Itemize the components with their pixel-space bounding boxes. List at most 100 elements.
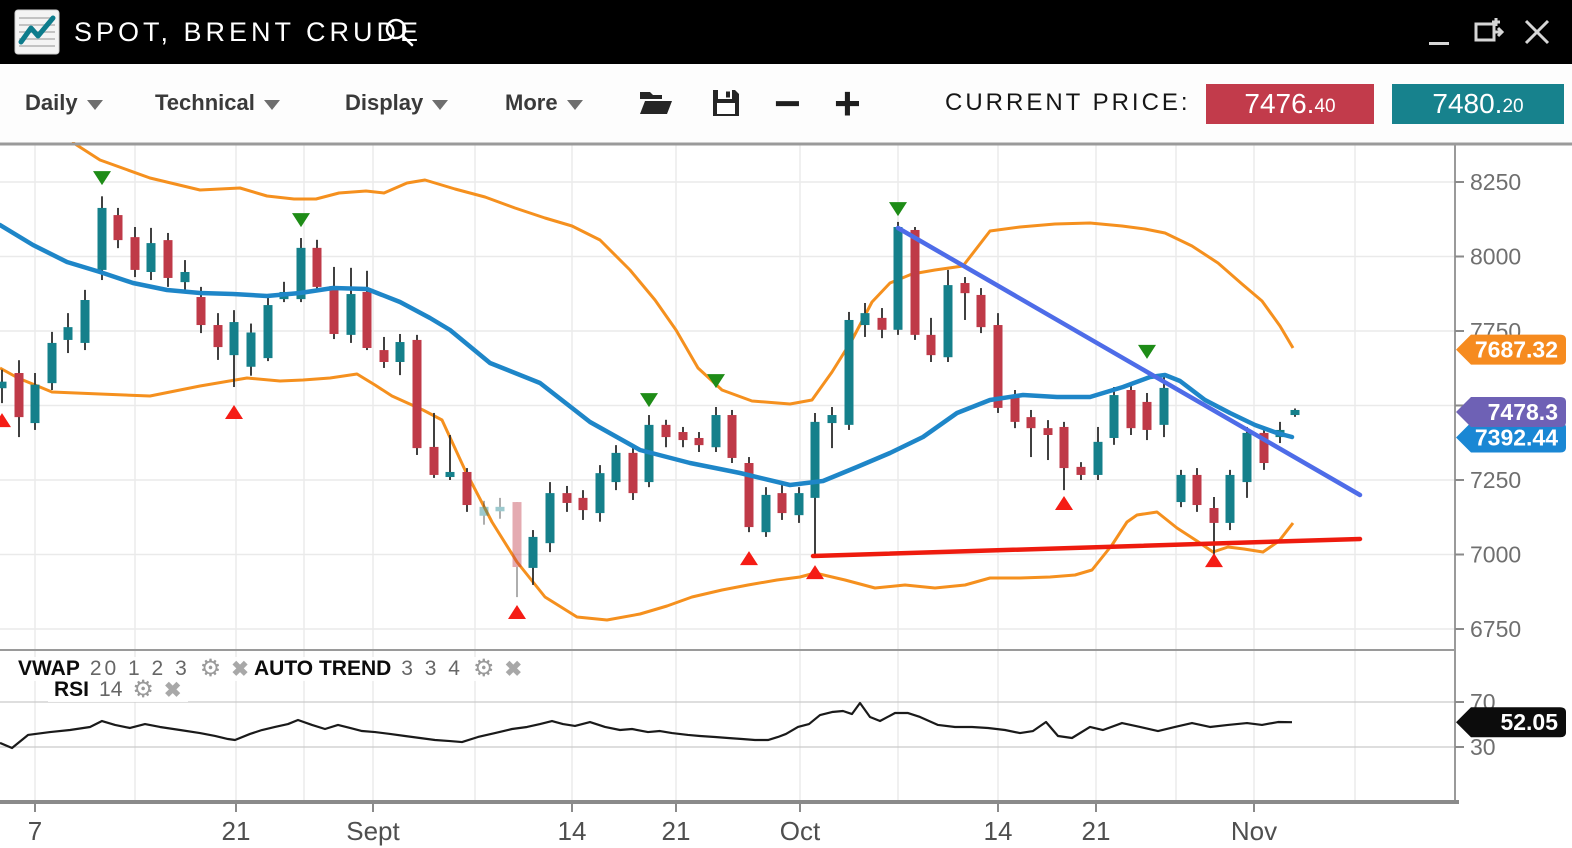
candle-down	[578, 490, 588, 520]
x-axis-label: 14	[558, 816, 587, 846]
candle-down	[1076, 462, 1086, 480]
candle-down	[562, 485, 572, 512]
candle-up	[1109, 387, 1119, 445]
candle-up	[943, 269, 953, 362]
x-axis-label: Sept	[346, 816, 400, 846]
x-axis-label: 7	[28, 816, 42, 846]
buy-price-dec: 20	[1502, 96, 1524, 117]
price-level-badge	[1456, 422, 1566, 453]
candle-up	[346, 267, 356, 343]
search-icon[interactable]	[384, 17, 414, 47]
price-level-badge-value: 7687.32	[1475, 337, 1558, 363]
candle-up	[395, 333, 405, 376]
price-tick-label: 7000	[1470, 542, 1521, 568]
chevron-down-icon	[86, 99, 103, 110]
chevron-down-icon	[432, 99, 449, 110]
x-axis-label: Oct	[780, 816, 821, 846]
x-axis-label: Nov	[1231, 816, 1277, 846]
rsi-params: 14	[99, 678, 123, 701]
minimize-icon[interactable]	[1418, 0, 1460, 64]
auto-trend-name: AUTO TREND	[254, 657, 392, 680]
bollinger-upper-band	[71, 142, 1295, 406]
price-level-badge-value: 7392.44	[1475, 425, 1558, 451]
menu-display-label: Display	[345, 90, 424, 115]
candle-up	[711, 406, 721, 452]
candle-up	[495, 497, 505, 519]
candle-down	[678, 426, 688, 448]
title-bar: SPOT, BRENT CRUDE	[0, 0, 1572, 64]
candle-up	[1159, 376, 1169, 438]
candle-up	[1225, 469, 1235, 531]
candle-up	[47, 331, 57, 391]
candle-down	[329, 266, 339, 340]
gear-icon[interactable]: ⚙	[473, 655, 495, 682]
chevron-down-icon	[566, 99, 583, 110]
vwap-params: 20 1 2 3	[89, 657, 190, 680]
menu-display[interactable]: Display	[345, 64, 449, 142]
sell-signal-triangle	[889, 202, 907, 217]
buy-price-badge[interactable]: 7480. 20	[1392, 84, 1564, 124]
gear-icon[interactable]: ⚙	[199, 655, 222, 682]
candle-down	[429, 412, 439, 478]
candle-down	[213, 313, 223, 360]
candle-down	[1259, 426, 1269, 470]
candle-up	[844, 311, 854, 430]
buy-signal-triangle	[225, 405, 243, 420]
close-indicator-icon[interactable]: ✖	[504, 657, 523, 681]
rsi-line	[0, 701, 1293, 750]
candle-down	[379, 336, 389, 368]
buy-signal-triangle	[1205, 553, 1223, 568]
candle-down	[877, 308, 887, 339]
close-indicator-icon[interactable]: ✖	[163, 678, 182, 702]
candle-down	[163, 232, 173, 287]
candle-down	[14, 360, 24, 438]
app-logo-icon	[14, 9, 60, 55]
candle-up	[246, 323, 256, 376]
rsi-name: RSI	[54, 678, 90, 701]
price-tick-label: 6750	[1470, 616, 1521, 642]
save-icon[interactable]	[710, 64, 742, 142]
candle-up	[180, 260, 190, 290]
popout-icon[interactable]	[1468, 0, 1510, 64]
price-level-badge-value: 7478.3	[1488, 399, 1558, 425]
chevron-down-icon	[263, 99, 280, 110]
buy-signal-triangle	[740, 551, 758, 566]
close-icon[interactable]	[1516, 0, 1558, 64]
zoom-in-icon[interactable]: +	[834, 77, 861, 129]
gear-icon[interactable]: ⚙	[132, 676, 154, 703]
sell-price-dec: 40	[1314, 96, 1336, 117]
sell-signal-triangle	[93, 171, 111, 186]
candle-up	[63, 313, 73, 354]
candle-down	[1043, 420, 1053, 461]
candle-up	[229, 310, 239, 388]
candle-down	[312, 239, 322, 290]
close-indicator-icon[interactable]: ✖	[231, 657, 249, 681]
zoom-out-icon[interactable]: −	[774, 77, 801, 129]
open-folder-icon[interactable]	[638, 64, 674, 142]
price-level-badge	[1456, 334, 1566, 365]
candle-up	[893, 221, 903, 335]
sell-signal-triangle	[707, 374, 725, 389]
menu-technical[interactable]: Technical	[155, 64, 280, 142]
candle-down	[1142, 392, 1152, 441]
buy-signal-triangle	[0, 413, 11, 428]
candle-down	[362, 270, 372, 351]
price-chart-canvas[interactable]: 82508000775075007250700067507030721Sept1…	[0, 142, 1572, 848]
candle-up	[1176, 469, 1186, 508]
sell-signal-triangle	[1138, 344, 1156, 359]
candle-up	[80, 289, 90, 351]
candle-up	[479, 500, 489, 525]
sell-price-badge[interactable]: 7476. 40	[1206, 84, 1374, 124]
candle-down	[661, 419, 671, 448]
sell-signal-triangle	[640, 393, 658, 408]
menu-daily[interactable]: Daily	[25, 64, 103, 142]
sell-price-int: 7476.	[1244, 88, 1315, 119]
menu-more[interactable]: More	[505, 64, 583, 142]
menu-daily-label: Daily	[25, 90, 78, 115]
candle-down	[976, 288, 986, 334]
candle-up	[1242, 426, 1252, 498]
candle-down	[628, 447, 638, 500]
auto-trend-params: 3 3 4	[401, 657, 463, 680]
rsi-value-badge-value: 52.05	[1500, 709, 1558, 735]
